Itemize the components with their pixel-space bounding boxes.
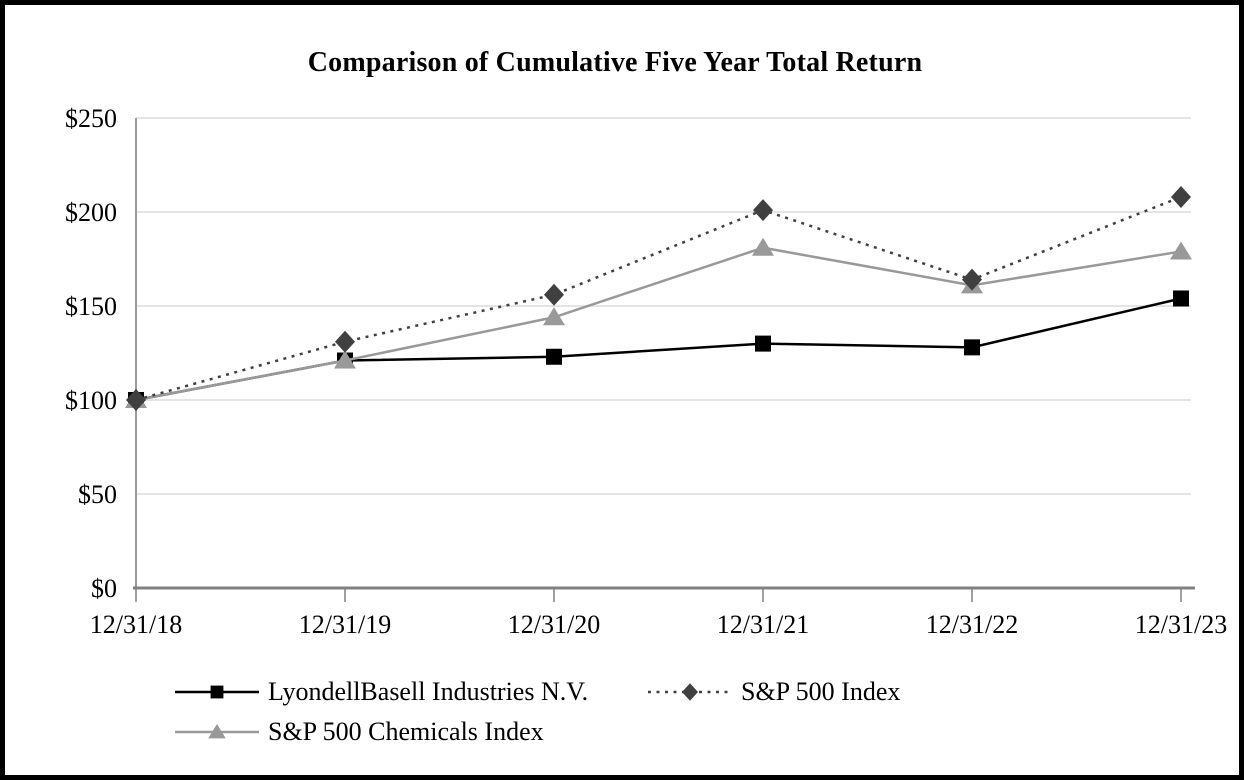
svg-text:12/31/21: 12/31/21 <box>717 610 809 639</box>
svg-text:$200: $200 <box>65 198 117 227</box>
legend-item-sp500-chemicals: S&P 500 Chemicals Index <box>175 715 544 749</box>
sp500-chemicals-line-sample-icon <box>175 724 259 739</box>
legend-item-sp500: S&P 500 Index <box>648 675 900 709</box>
legend-item-lyondellbasell: LyondellBasell Industries N.V. <box>175 675 588 709</box>
svg-text:12/31/20: 12/31/20 <box>508 610 600 639</box>
chart-title: Comparison of Cumulative Five Year Total… <box>307 47 923 78</box>
legend-label-lyondellbasell: LyondellBasell Industries N.V. <box>268 677 589 706</box>
legend-label-sp500: S&P 500 Index <box>741 677 901 706</box>
svg-text:12/31/22: 12/31/22 <box>926 610 1018 639</box>
svg-text:$0: $0 <box>91 574 117 603</box>
line-chart: 12/31/18 12/31/19 12/31/20 12/31/21 12/31/22… <box>65 104 1227 639</box>
svg-text:12/31/19: 12/31/19 <box>299 610 391 639</box>
svg-text:$100: $100 <box>65 386 117 415</box>
svg-text:$50: $50 <box>78 480 117 509</box>
svg-text:$150: $150 <box>65 292 117 321</box>
svg-text:12/31/18: 12/31/18 <box>90 610 182 639</box>
svg-text:12/31/23: 12/31/23 <box>1135 610 1227 639</box>
svg-text:$250: $250 <box>65 104 117 133</box>
sp500-line-sample-icon <box>648 683 732 701</box>
lyondellbasell-line-sample-icon <box>175 685 259 699</box>
legend-label-sp500-chemicals: S&P 500 Chemicals Index <box>268 717 544 746</box>
